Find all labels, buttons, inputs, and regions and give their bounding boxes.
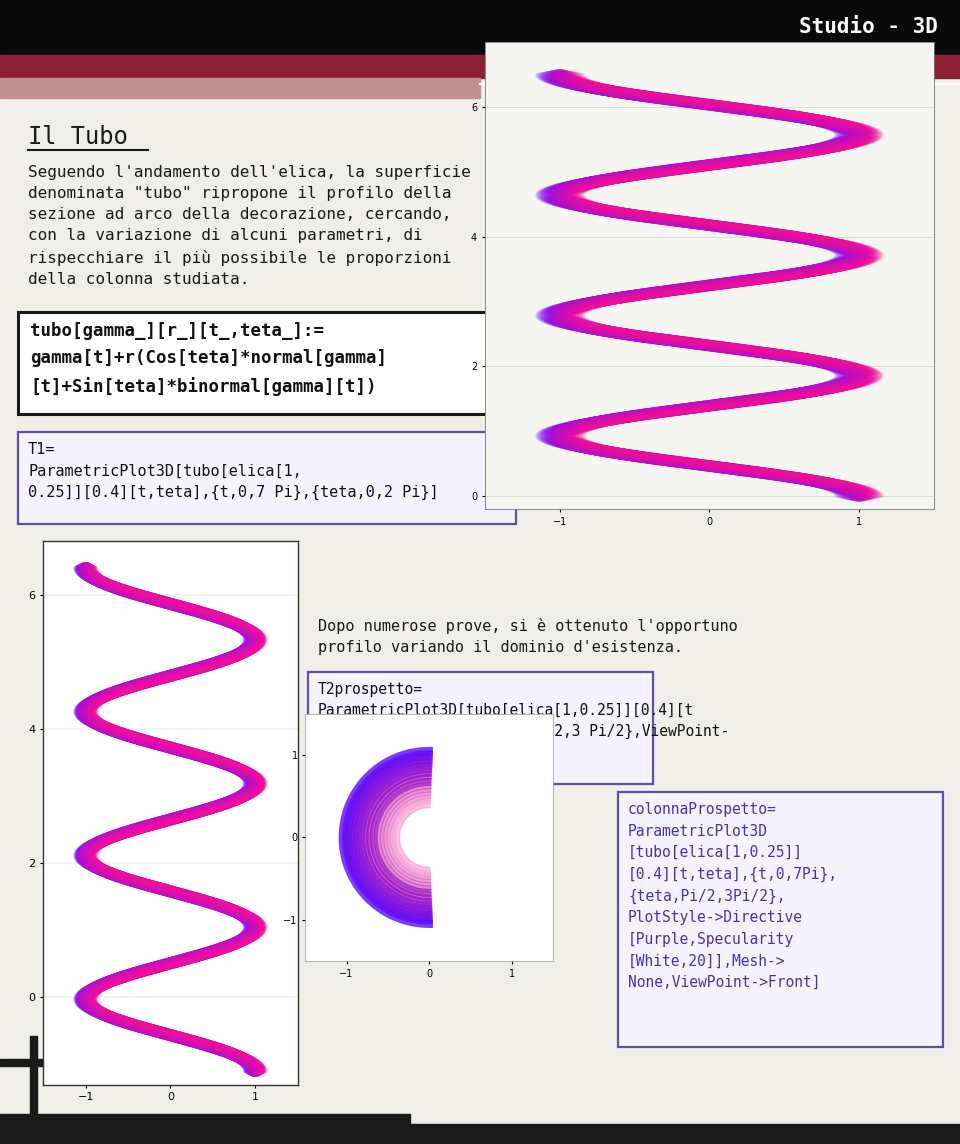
Text: tubo[gamma_][r_][t_,teta_]:=
gamma[t]+r(Cos[teta]*normal[gamma]
[t]+Sin[teta]*bi: tubo[gamma_][r_][t_,teta_]:= gamma[t]+r(… bbox=[30, 321, 387, 396]
Text: T2prospetto=
ParametricPlot3D[tubo[elica[1,0.25]][0.4][t
,teta],{t,0,7 Pi},{teta: T2prospetto= ParametricPlot3D[tubo[elica… bbox=[318, 682, 730, 761]
Bar bbox=[0, 0, 960, 55]
Text: colonnaProspetto=
ParametricPlot3D
[tubo[elica[1,0.25]]
[0.4][t,teta],{t,0,7Pi},: colonnaProspetto= ParametricPlot3D [tubo… bbox=[628, 802, 838, 991]
Text: Seguendo l'andamento dell'elica, la superficie
denominata "tubo" ripropone il pr: Seguendo l'andamento dell'elica, la supe… bbox=[28, 165, 470, 286]
Bar bbox=[30, 1036, 37, 1125]
Bar bbox=[618, 792, 943, 1047]
Bar bbox=[308, 672, 653, 784]
Text: Studio - 3D: Studio - 3D bbox=[799, 17, 938, 37]
Bar bbox=[0, 1114, 410, 1125]
Bar bbox=[18, 312, 516, 414]
Bar bbox=[0, 1059, 85, 1066]
Text: Dopo numerose prove, si è ottenuto l'opportuno
profilo variando il dominio d'esi: Dopo numerose prove, si è ottenuto l'opp… bbox=[318, 618, 737, 656]
Text: T1=
ParametricPlot3D[tubo[elica[1,
0.25]][0.4][t,teta],{t,0,7 Pi},{teta,0,2 Pi}]: T1= ParametricPlot3D[tubo[elica[1, 0.25]… bbox=[28, 442, 439, 500]
Bar bbox=[0, 78, 480, 98]
Text: Il Tubo: Il Tubo bbox=[28, 125, 128, 149]
Bar bbox=[18, 432, 516, 524]
Bar bbox=[0, 1125, 960, 1144]
Bar bbox=[0, 55, 960, 78]
